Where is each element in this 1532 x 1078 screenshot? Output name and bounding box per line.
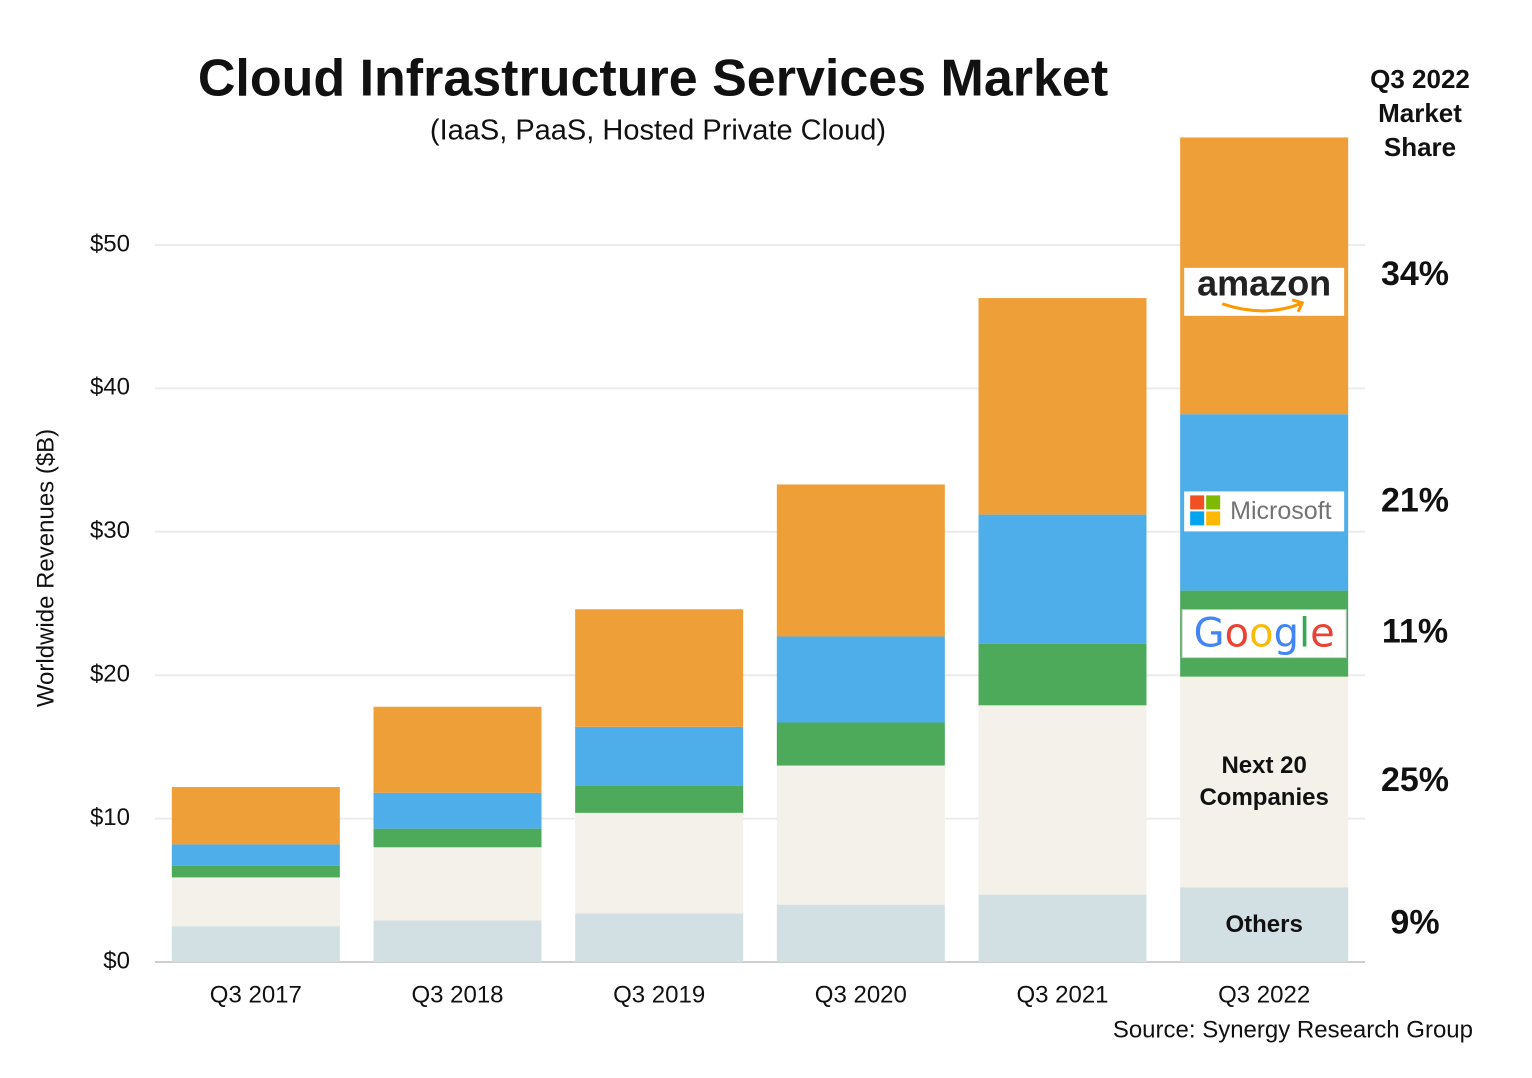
x-tick-label: Q3 2019 bbox=[613, 981, 705, 1008]
logo-square bbox=[1206, 495, 1221, 510]
bar-segment bbox=[978, 705, 1147, 895]
share-label: 21% bbox=[1381, 481, 1449, 519]
bar-segment bbox=[171, 926, 340, 962]
x-tick-label: Q3 2020 bbox=[815, 981, 907, 1008]
series-label: Microsoft bbox=[1230, 497, 1331, 525]
y-tick-label: $10 bbox=[90, 804, 130, 831]
bar-segment bbox=[1180, 887, 1349, 962]
share-title-box: Q3 2022 Market Share bbox=[1370, 64, 1470, 162]
x-tick-label: Q3 2018 bbox=[411, 981, 503, 1008]
bar-segment bbox=[575, 609, 744, 727]
logo-box bbox=[1181, 609, 1347, 659]
bar-segment bbox=[373, 920, 542, 962]
chart-title: Cloud Infrastructure Services Market bbox=[198, 50, 1108, 108]
bar-segment bbox=[171, 865, 340, 878]
y-tick-label: $30 bbox=[90, 517, 130, 544]
series-label: Next 20 Companies bbox=[1199, 752, 1329, 812]
bar-segment bbox=[776, 904, 945, 962]
x-tick-label: Q3 2022 bbox=[1218, 981, 1310, 1008]
bar-segment bbox=[575, 913, 744, 962]
share-label: 11% bbox=[1382, 613, 1448, 651]
share-label: 25% bbox=[1381, 761, 1449, 799]
bar-segment bbox=[776, 765, 945, 905]
bar-segment bbox=[373, 828, 542, 848]
y-axis-label: Worldwide Revenues ($B) bbox=[32, 429, 59, 707]
bar-segment bbox=[171, 787, 340, 845]
series-label: amazon bbox=[1197, 262, 1331, 303]
bar-segment bbox=[776, 484, 945, 637]
bar-segment bbox=[978, 514, 1147, 644]
bar-segment bbox=[575, 812, 744, 914]
logo-square bbox=[1190, 511, 1205, 526]
bar-segment bbox=[373, 847, 542, 921]
source: Source: Synergy Research Group bbox=[1113, 1016, 1473, 1043]
bar-segment bbox=[978, 894, 1147, 962]
series-label: Google bbox=[1194, 611, 1335, 657]
bar-segment bbox=[171, 877, 340, 927]
logo-smile bbox=[1221, 298, 1305, 313]
logo-box bbox=[1184, 267, 1345, 316]
y-tick-label: $40 bbox=[90, 374, 130, 401]
series-label: Others bbox=[1225, 910, 1303, 938]
bar-segment bbox=[978, 643, 1147, 706]
bar-segment bbox=[978, 298, 1147, 515]
bar-segment bbox=[776, 636, 945, 723]
chart-subtitle: (IaaS, PaaS, Hosted Private Cloud) bbox=[430, 115, 886, 147]
x-tick-label: Q3 2021 bbox=[1016, 981, 1108, 1008]
share-title: Q3 2022 Market Share bbox=[1370, 64, 1470, 162]
series-label-box: Others bbox=[1225, 910, 1303, 938]
bar-segment bbox=[1180, 676, 1349, 888]
bar-segment bbox=[373, 792, 542, 829]
bar-segment bbox=[575, 785, 744, 813]
y-tick-label: $50 bbox=[90, 230, 130, 257]
y-tick-label: $0 bbox=[103, 947, 130, 974]
bar-segment bbox=[171, 844, 340, 866]
bar-segment bbox=[373, 706, 542, 793]
logo-square bbox=[1206, 511, 1221, 526]
series-label-box: Next 20 Companies bbox=[1199, 752, 1329, 812]
share-label: 9% bbox=[1390, 904, 1439, 942]
bar-segment bbox=[575, 726, 744, 786]
logo-square bbox=[1190, 495, 1205, 510]
share-label: 34% bbox=[1381, 255, 1449, 293]
x-tick-label: Q3 2017 bbox=[210, 981, 302, 1008]
bar-segment bbox=[776, 722, 945, 766]
y-tick-label: $20 bbox=[90, 661, 130, 688]
